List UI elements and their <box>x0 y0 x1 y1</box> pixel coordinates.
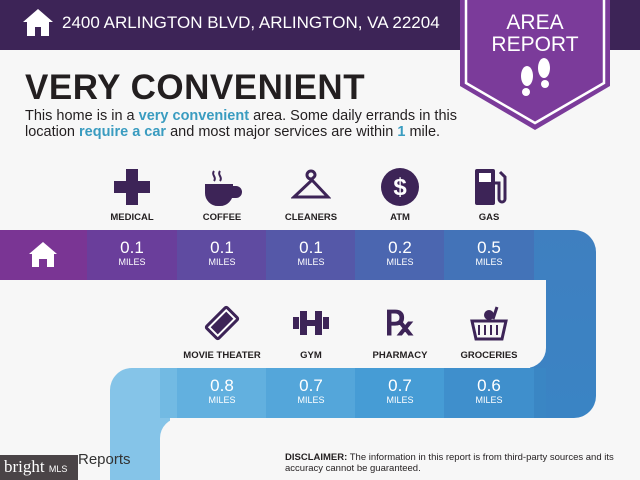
amenity-label: GAS <box>478 212 500 223</box>
logo-suffix: MLS <box>48 464 68 474</box>
disclaimer-label: DISCLAIMER: <box>285 452 348 463</box>
path-segment <box>160 368 177 418</box>
amenity-label: COFFEE <box>202 212 242 223</box>
badge-line1: AREA <box>506 11 564 34</box>
distance-value: 0.1 <box>120 238 144 257</box>
disclaimer: DISCLAIMER: The information in this repo… <box>285 452 625 474</box>
distance-cell: 0.1 MILES <box>87 230 177 280</box>
distance-unit: MILES <box>475 395 503 405</box>
distance-value: 0.2 <box>388 238 412 257</box>
distance-unit: MILES <box>475 257 503 267</box>
inner-white <box>160 418 600 480</box>
amenity-label: CLEANERS <box>284 212 338 223</box>
t3: and most major services are within <box>166 123 398 140</box>
distance-value: 0.6 <box>477 376 501 395</box>
distance-cell: 0.1 MILES <box>177 230 267 280</box>
summary-text: This home is in a very convenient area. … <box>25 108 465 140</box>
distance-value: 0.7 <box>299 376 323 395</box>
distance-unit: MILES <box>386 257 414 267</box>
hanger-icon <box>281 164 341 210</box>
medical-cross-icon <box>102 164 162 210</box>
footprints-icon <box>521 58 550 96</box>
amenity-label: PHARMACY <box>372 350 428 361</box>
distance-value: 0.1 <box>210 238 234 257</box>
gas-pump-icon <box>459 164 519 210</box>
distance-cell: 0.6 MILES <box>444 368 534 418</box>
hl3: 1 <box>397 123 406 140</box>
distance-value: 0.7 <box>388 376 412 395</box>
distance-cell: 0.2 MILES <box>355 230 445 280</box>
path-segment <box>534 368 546 418</box>
distance-unit: MILES <box>297 257 325 267</box>
t4: mile. <box>405 123 441 140</box>
coffee-cup-icon <box>192 164 252 210</box>
dumbbell-icon <box>281 300 341 346</box>
amenity-label: ATM <box>390 212 410 223</box>
svg-text:℞: ℞ <box>385 306 415 343</box>
reports-label: Reports <box>78 451 131 468</box>
distance-value: 0.8 <box>210 376 234 395</box>
distance-cell: 0.7 MILES <box>355 368 445 418</box>
hl1: very convenient <box>138 108 250 124</box>
disclaimer-text: The information in this report is from t… <box>285 452 614 474</box>
dollar-icon: $ <box>370 164 430 210</box>
t2: area. Some daily errands in this locatio… <box>25 108 457 140</box>
ticket-icon <box>192 300 252 346</box>
address: 2400 ARLINGTON BLVD, ARLINGTON, VA 22204 <box>62 13 440 32</box>
basket-icon <box>459 300 519 346</box>
rx-icon: ℞ <box>370 300 430 346</box>
t1: This home is in a <box>25 108 139 124</box>
amenity-label: GYM <box>300 350 322 361</box>
home-icon <box>29 242 57 267</box>
distance-cell: 0.1 MILES <box>266 230 356 280</box>
area-report-badge <box>460 0 610 130</box>
distance-value: 0.1 <box>299 238 323 257</box>
distance-value: 0.5 <box>477 238 501 257</box>
house-icon <box>23 9 53 36</box>
amenity-label: GROCERIES <box>460 350 518 361</box>
badge-line2: REPORT <box>491 33 579 56</box>
distance-unit: MILES <box>386 395 414 405</box>
svg-text:$: $ <box>393 174 407 201</box>
distance-unit: MILES <box>208 395 236 405</box>
hl2: require a car <box>79 123 167 140</box>
logo-text: bright <box>4 457 45 476</box>
distance-unit: MILES <box>118 257 146 267</box>
inner-white-top <box>0 280 546 368</box>
distance-cell: 0.7 MILES <box>266 368 356 418</box>
amenity-label: MOVIE THEATER <box>183 350 261 361</box>
page-title: VERY CONVENIENT <box>25 68 366 107</box>
distance-unit: MILES <box>297 395 325 405</box>
distance-cell: 0.8 MILES <box>177 368 267 418</box>
distance-unit: MILES <box>208 257 236 267</box>
amenity-label: MEDICAL <box>110 212 154 223</box>
bright-mls-logo: bright MLS <box>0 455 78 480</box>
distance-cell: 0.5 MILES <box>444 230 534 280</box>
